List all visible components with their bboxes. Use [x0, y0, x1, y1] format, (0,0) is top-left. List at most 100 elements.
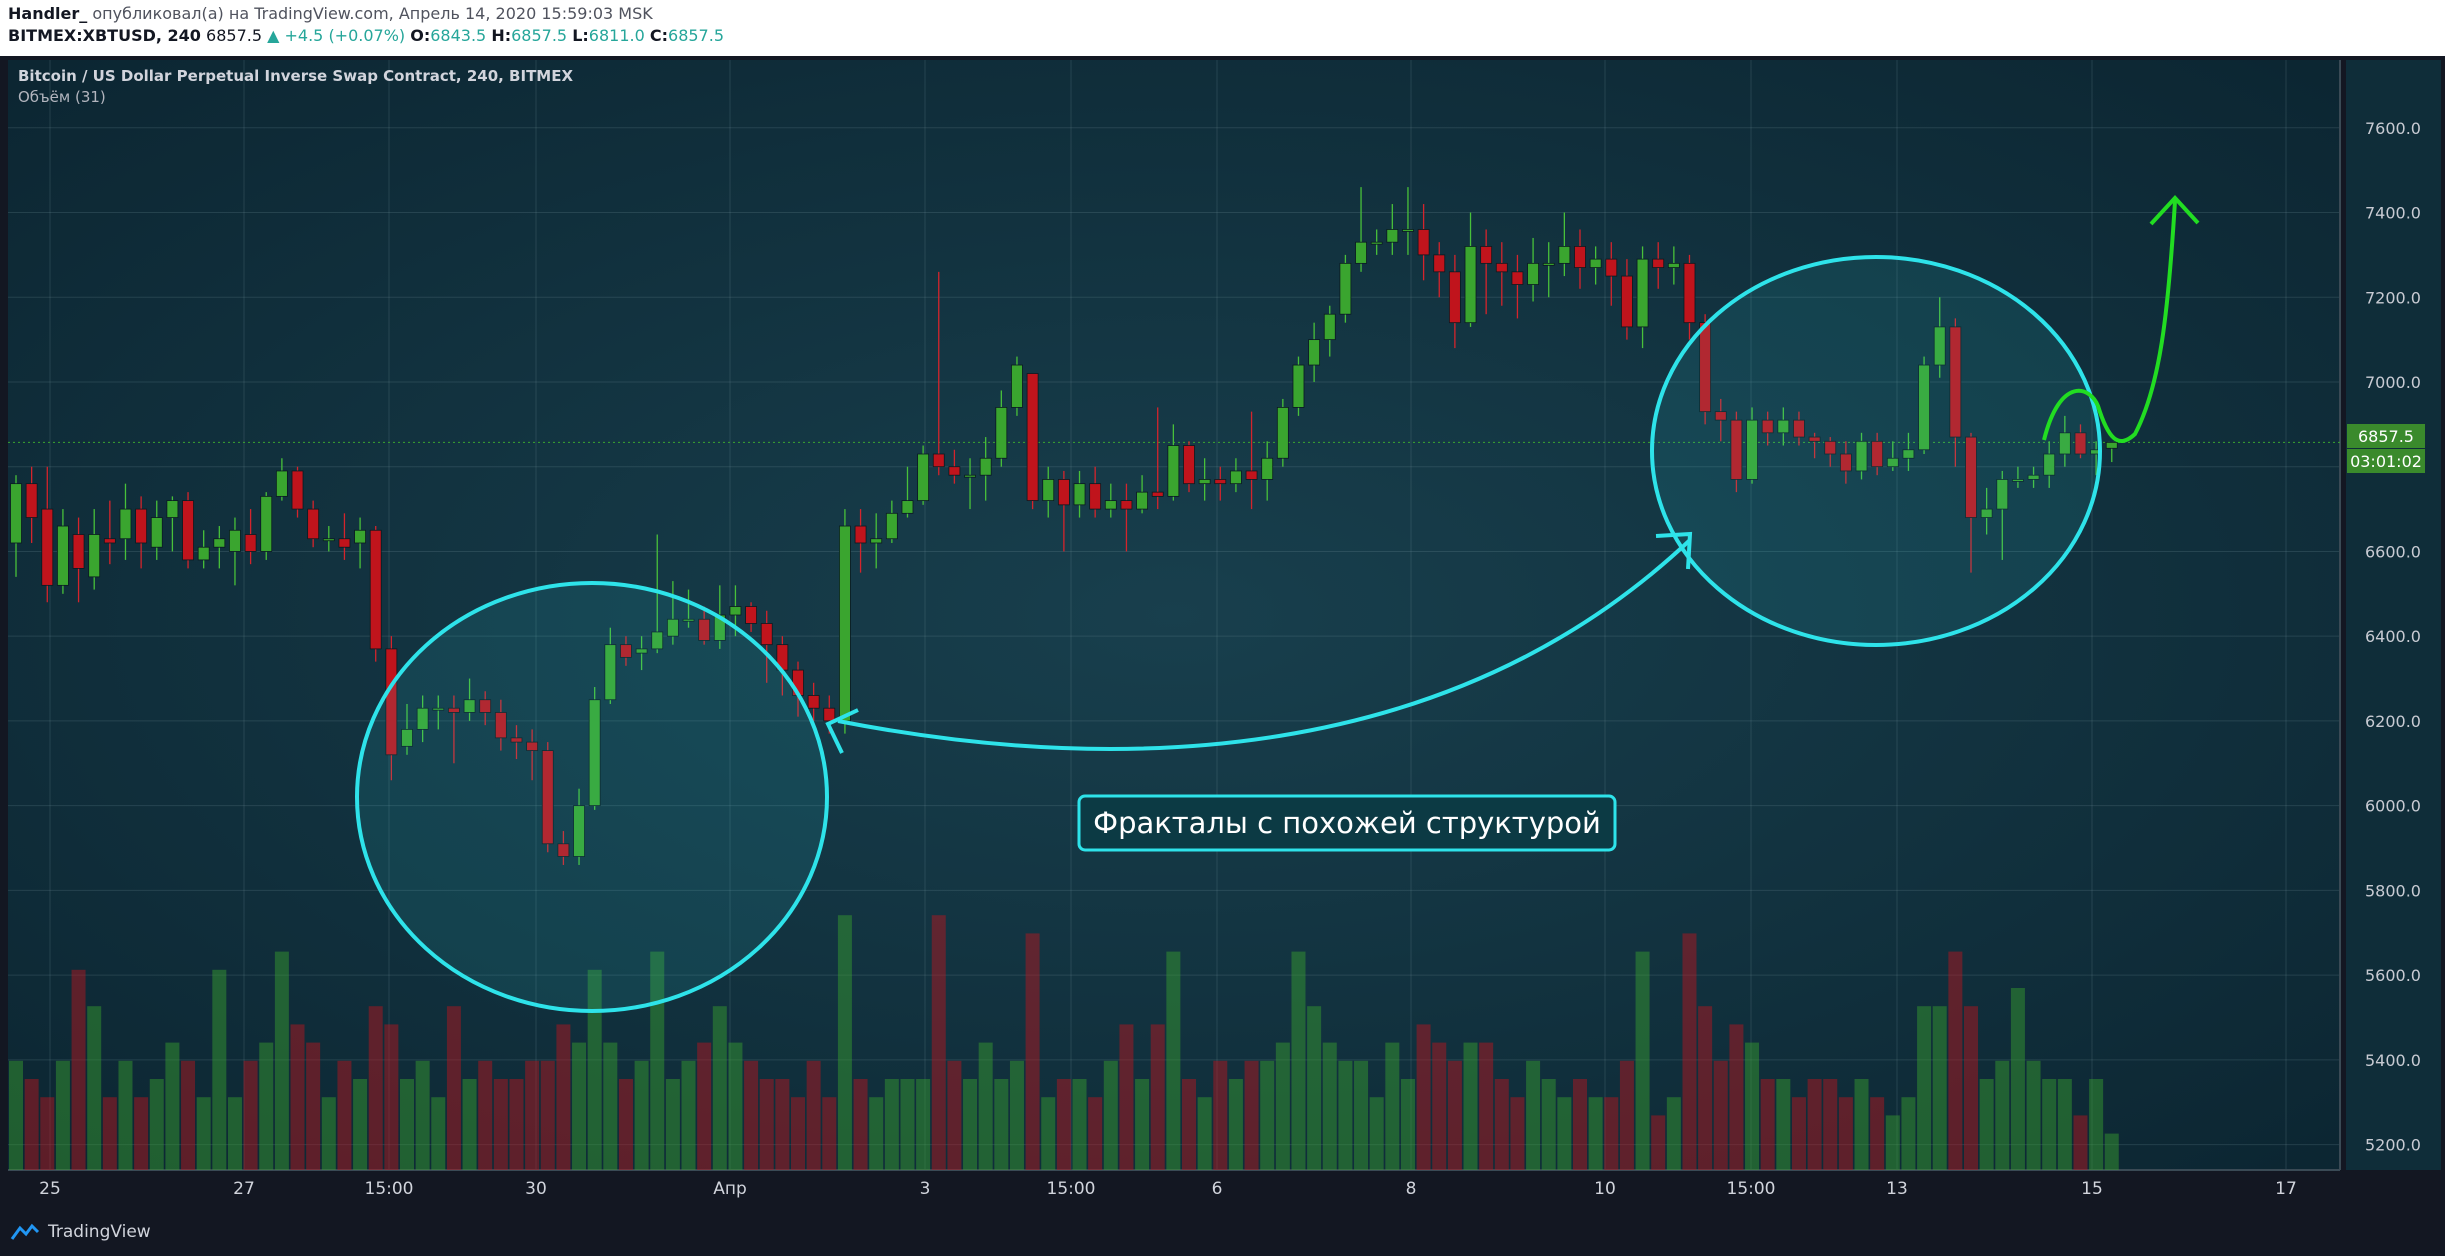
candle-body	[73, 535, 84, 569]
candle-body	[808, 695, 819, 708]
volume-bar	[400, 1079, 414, 1170]
price-axis[interactable]	[2346, 60, 2441, 1170]
candle-body	[323, 539, 334, 541]
open-label: O:	[410, 26, 430, 45]
volume-bar	[838, 915, 852, 1170]
volume-bar	[1933, 1006, 1947, 1170]
volume-bar	[1948, 952, 1962, 1170]
volume-bar	[822, 1097, 836, 1170]
price-chart[interactable]: 5200.0 5400.0 5600.0 5800.0 6000.0 6200.0 6400…	[0, 56, 2445, 1212]
volume-bar	[2058, 1079, 2072, 1170]
candle-body	[1340, 263, 1351, 314]
volume-bar	[1855, 1079, 1869, 1170]
volume-bar	[1714, 1061, 1728, 1170]
volume-bar	[885, 1079, 899, 1170]
volume-bar	[463, 1079, 477, 1170]
y-tick-label: 7200.0	[2365, 288, 2421, 307]
close-label: C:	[650, 26, 668, 45]
volume-bar	[1417, 1024, 1431, 1170]
candle-body	[1246, 471, 1257, 479]
candle-body	[1434, 255, 1445, 272]
volume-bar	[1886, 1115, 1900, 1170]
volume-bar	[807, 1061, 821, 1170]
volume-bar	[2027, 1061, 2041, 1170]
volume-bar	[1964, 1006, 1978, 1170]
candle-body	[1606, 259, 1617, 276]
volume-bar	[1620, 1061, 1634, 1170]
candle-body	[2106, 442, 2117, 448]
volume-bar	[744, 1061, 758, 1170]
candle-body	[761, 623, 772, 644]
candle-body	[151, 518, 162, 548]
candle-body	[339, 539, 350, 547]
x-tick-label: 3	[920, 1179, 931, 1199]
x-tick-label: 13	[1886, 1179, 1908, 1199]
volume-bar	[2011, 988, 2025, 1170]
volume-bar	[87, 1006, 101, 1170]
x-tick-label: 6	[1212, 1179, 1223, 1199]
volume-bar	[1526, 1061, 1540, 1170]
tradingview-brand[interactable]: TradingView	[10, 1222, 151, 1242]
volume-bar	[447, 1006, 461, 1170]
x-tick-label: 15:00	[365, 1179, 414, 1199]
volume-bar	[1291, 952, 1305, 1170]
y-tick-label: 5200.0	[2365, 1136, 2421, 1155]
candle-body	[949, 467, 960, 475]
brand-name: TradingView	[48, 1222, 151, 1242]
candle-body	[1293, 365, 1304, 407]
volume-bar	[728, 1043, 742, 1170]
candle-body	[245, 535, 256, 552]
volume-bar	[713, 1006, 727, 1170]
candle-body	[11, 484, 22, 543]
volume-bar	[1166, 952, 1180, 1170]
candle-body	[1137, 492, 1148, 509]
candle-body	[183, 501, 194, 560]
candle-body	[1043, 479, 1054, 500]
candle-body	[276, 471, 287, 496]
candle-body	[1121, 501, 1132, 509]
volume-bar	[1839, 1097, 1853, 1170]
candle-body	[229, 530, 240, 551]
volume-bar	[1761, 1079, 1775, 1170]
change-value: ▲ +4.5 (+0.07%)	[267, 26, 405, 45]
volume-bar	[994, 1079, 1008, 1170]
candle-body	[167, 501, 178, 518]
volume-bar	[212, 970, 226, 1170]
candle-body	[1449, 272, 1460, 323]
y-tick-label: 6400.0	[2365, 627, 2421, 646]
candle-body	[730, 607, 741, 615]
volume-bar	[369, 1006, 383, 1170]
x-tick-label: Апр	[713, 1179, 747, 1199]
candle-body	[1168, 446, 1179, 497]
candle-body	[1105, 501, 1116, 509]
candle-body	[1621, 276, 1632, 327]
volume-bar	[40, 1097, 54, 1170]
volume-bar	[1338, 1061, 1352, 1170]
volume-bar	[1682, 933, 1696, 1170]
candle-body	[1465, 246, 1476, 322]
candle-body	[308, 509, 319, 539]
volume-bar	[1510, 1097, 1524, 1170]
y-tick-label: 7400.0	[2365, 204, 2421, 223]
candle-body	[1230, 471, 1241, 484]
open-value: 6843.5	[430, 26, 486, 45]
volume-bar	[134, 1097, 148, 1170]
candle-body	[1027, 374, 1038, 501]
volume-bar	[1260, 1061, 1274, 1170]
volume-bar	[56, 1061, 70, 1170]
candle-body	[1559, 246, 1570, 263]
candle-body	[1653, 259, 1664, 267]
volume-bar	[916, 1079, 930, 1170]
candle-body	[1011, 365, 1022, 407]
volume-bar	[2089, 1079, 2103, 1170]
publish-line: Handler_ опубликовал(а) на TradingView.c…	[8, 4, 653, 23]
volume-bar	[1917, 1006, 1931, 1170]
volume-bar	[979, 1043, 993, 1170]
volume-bar	[1276, 1043, 1290, 1170]
candle-body	[89, 535, 100, 577]
volume-bar	[1870, 1097, 1884, 1170]
author-name[interactable]: Handler_	[8, 4, 87, 23]
volume-bar	[1245, 1061, 1259, 1170]
tradingview-logo-icon	[10, 1223, 40, 1241]
volume-bar	[2073, 1115, 2087, 1170]
